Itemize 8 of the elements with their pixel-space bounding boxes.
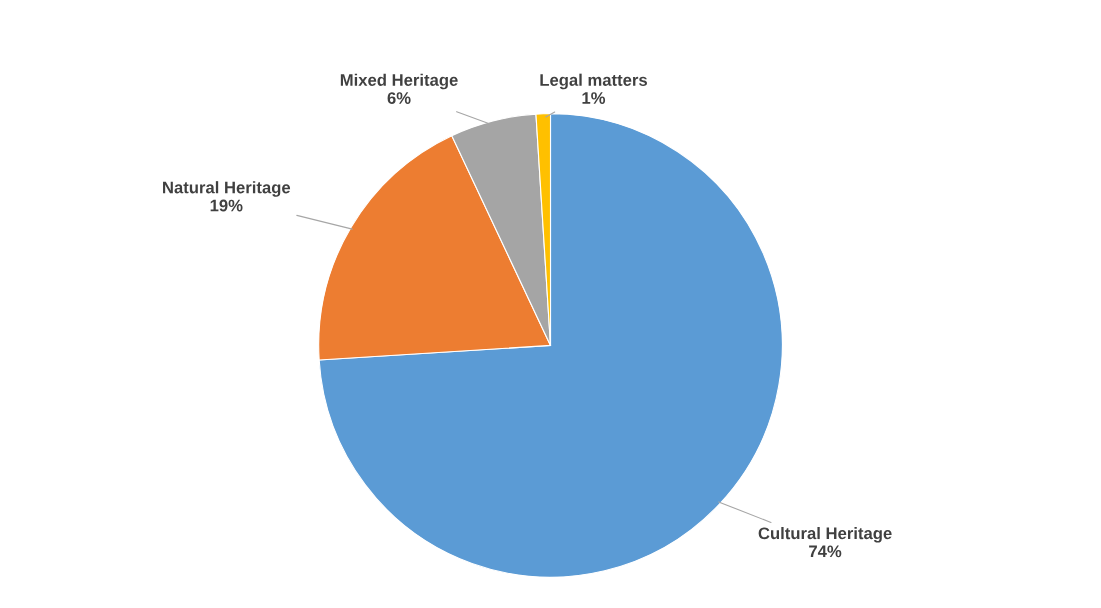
slice-label: Legal matters — [540, 73, 647, 90]
slice-label: Mixed Heritage — [340, 73, 458, 90]
data-label: 19% — [210, 199, 243, 212]
data-label: 74% — [809, 545, 842, 558]
data-label: 6% — [387, 92, 411, 104]
slice-label: Natural Heritage — [163, 181, 291, 197]
data-label: 1% — [582, 92, 606, 104]
slice-label: Cultural Heritage — [758, 526, 892, 543]
